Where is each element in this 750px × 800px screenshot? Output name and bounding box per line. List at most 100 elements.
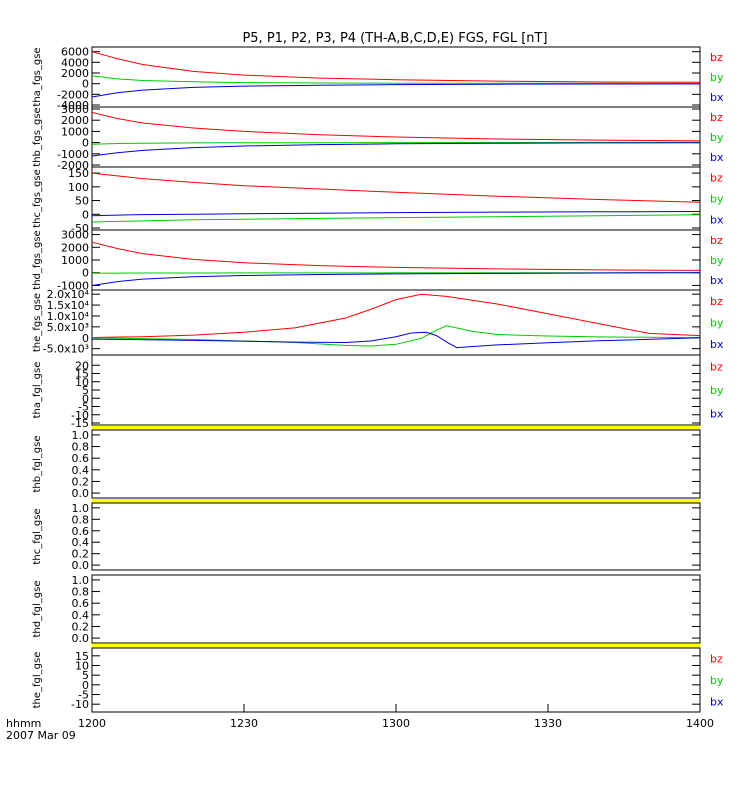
legend-bz: bz bbox=[710, 361, 723, 374]
legend-bx: bx bbox=[710, 695, 724, 708]
panel-frame bbox=[91, 429, 701, 499]
y-tick-label: 0 bbox=[82, 267, 89, 280]
y-axis-label: thd_fgl_gse bbox=[32, 581, 43, 638]
y-tick-label: 15 bbox=[75, 368, 89, 381]
legend-by: by bbox=[710, 71, 724, 84]
x-tick-label: 1200 bbox=[78, 717, 106, 730]
panel-thb_fgl_gse: 1.00.80.60.40.20.0 thb_fgl_gse bbox=[32, 429, 701, 503]
y-tick-label: 0.6 bbox=[72, 525, 90, 538]
y-axis-label: the_fgl_gse bbox=[32, 652, 43, 709]
legend-by: by bbox=[710, 131, 724, 144]
y-tick-label: 2.0x10⁴ bbox=[47, 288, 90, 301]
y-tick-label: 1.0x10⁴ bbox=[47, 310, 90, 323]
y-tick-label: 0.4 bbox=[72, 464, 90, 477]
y-tick-label: -10 bbox=[71, 409, 89, 422]
legend-by: by bbox=[710, 193, 724, 206]
legend-bz: bz bbox=[710, 653, 723, 666]
y-tick-label: 15 bbox=[75, 650, 89, 663]
y-tick-label: -5 bbox=[78, 401, 89, 414]
y-tick-label: 0 bbox=[82, 679, 89, 692]
legend-by: by bbox=[710, 674, 724, 687]
y-tick-label: 0.2 bbox=[72, 548, 90, 561]
y-tick-label: -5.0x10³ bbox=[43, 343, 89, 356]
y-tick-label: 0 bbox=[82, 392, 89, 405]
series-line-bz bbox=[91, 111, 701, 142]
series-line-by bbox=[91, 325, 701, 347]
panel-frame bbox=[91, 647, 701, 713]
legend-bz: bz bbox=[710, 111, 723, 124]
y-tick-label: -50 bbox=[71, 222, 89, 235]
y-tick-label: -10 bbox=[71, 698, 89, 711]
legend-bz: bz bbox=[710, 51, 723, 64]
y-tick-label: 0.6 bbox=[72, 452, 90, 465]
y-tick-label: 0 bbox=[82, 78, 89, 91]
y-tick-label: 10 bbox=[75, 376, 89, 389]
y-axis-label: thc_fgs_gse bbox=[32, 169, 43, 228]
panel-frame bbox=[91, 354, 701, 426]
series-line-bx bbox=[91, 83, 701, 98]
x-axis-time-label: hhmm bbox=[6, 717, 41, 730]
y-axis-label: tha_fgs_gse bbox=[32, 47, 43, 106]
y-axis-label: thb_fgs_gse bbox=[32, 107, 43, 166]
panel-frame bbox=[91, 166, 701, 231]
series-line-bz bbox=[91, 293, 701, 338]
legend-bx: bx bbox=[710, 274, 724, 287]
x-axis: 1200 1230 1300 1330 1400 bbox=[78, 704, 714, 730]
y-tick-label: 0.4 bbox=[72, 536, 90, 549]
y-tick-label: 4000 bbox=[61, 56, 89, 69]
y-tick-label: -1000 bbox=[57, 148, 89, 161]
series-line-bx bbox=[91, 211, 701, 217]
y-tick-label: 0.0 bbox=[72, 487, 90, 500]
y-tick-label: -15 bbox=[71, 417, 89, 430]
y-tick-label: 0.8 bbox=[72, 586, 90, 599]
legend-bz: bz bbox=[710, 234, 723, 247]
y-tick-label: 0.0 bbox=[72, 559, 90, 572]
legend-bx: bx bbox=[710, 407, 724, 420]
y-tick-label: 150 bbox=[68, 167, 89, 180]
series-line-bz bbox=[91, 241, 701, 271]
data-gap-bar bbox=[92, 644, 700, 648]
y-tick-label: 1.0 bbox=[72, 574, 90, 587]
y-axis-label: tha_fgl_gse bbox=[32, 362, 43, 419]
series-line-by bbox=[91, 141, 701, 145]
x-tick-label: 1400 bbox=[686, 717, 714, 730]
y-tick-label: 50 bbox=[75, 195, 89, 208]
legend-bx: bx bbox=[710, 91, 724, 104]
y-tick-label: 3000 bbox=[61, 103, 89, 116]
series-line-by bbox=[91, 75, 701, 84]
data-gap-bar bbox=[92, 426, 700, 430]
panel-frame bbox=[91, 46, 701, 108]
y-tick-label: -2000 bbox=[57, 88, 89, 101]
legend-by: by bbox=[710, 254, 724, 267]
y-tick-label: 2000 bbox=[61, 114, 89, 127]
y-tick-label: 0.0 bbox=[72, 632, 90, 645]
y-tick-label: 0.2 bbox=[72, 620, 90, 633]
y-tick-label: 1.0 bbox=[72, 502, 90, 515]
legend-bz: bz bbox=[710, 295, 723, 308]
y-axis-label: thc_fgl_gse bbox=[32, 508, 43, 564]
legend-bz: bz bbox=[710, 172, 723, 185]
legend-by: by bbox=[710, 384, 724, 397]
legend-bx: bx bbox=[710, 151, 724, 164]
panel-frame bbox=[91, 574, 701, 644]
y-tick-label: 0 bbox=[82, 208, 89, 221]
y-tick-label: 1000 bbox=[61, 125, 89, 138]
y-tick-label: 0 bbox=[82, 332, 89, 345]
panel-thd_fgl_gse: 1.00.80.60.40.20.0 thd_fgl_gse bbox=[32, 574, 701, 648]
chart-title: P5, P1, P2, P3, P4 (TH-A,B,C,D,E) FGS, F… bbox=[242, 31, 547, 46]
y-tick-label: 0.8 bbox=[72, 513, 90, 526]
x-tick-label: 1330 bbox=[534, 717, 562, 730]
y-tick-label: 2000 bbox=[61, 241, 89, 254]
y-tick-label: 1.5x10⁴ bbox=[47, 299, 90, 312]
y-tick-label: 5 bbox=[82, 384, 89, 397]
y-tick-label: 10 bbox=[75, 659, 89, 672]
y-tick-label: 0.6 bbox=[72, 597, 90, 610]
x-tick-label: 1300 bbox=[382, 717, 410, 730]
series-line-bz bbox=[91, 51, 701, 83]
